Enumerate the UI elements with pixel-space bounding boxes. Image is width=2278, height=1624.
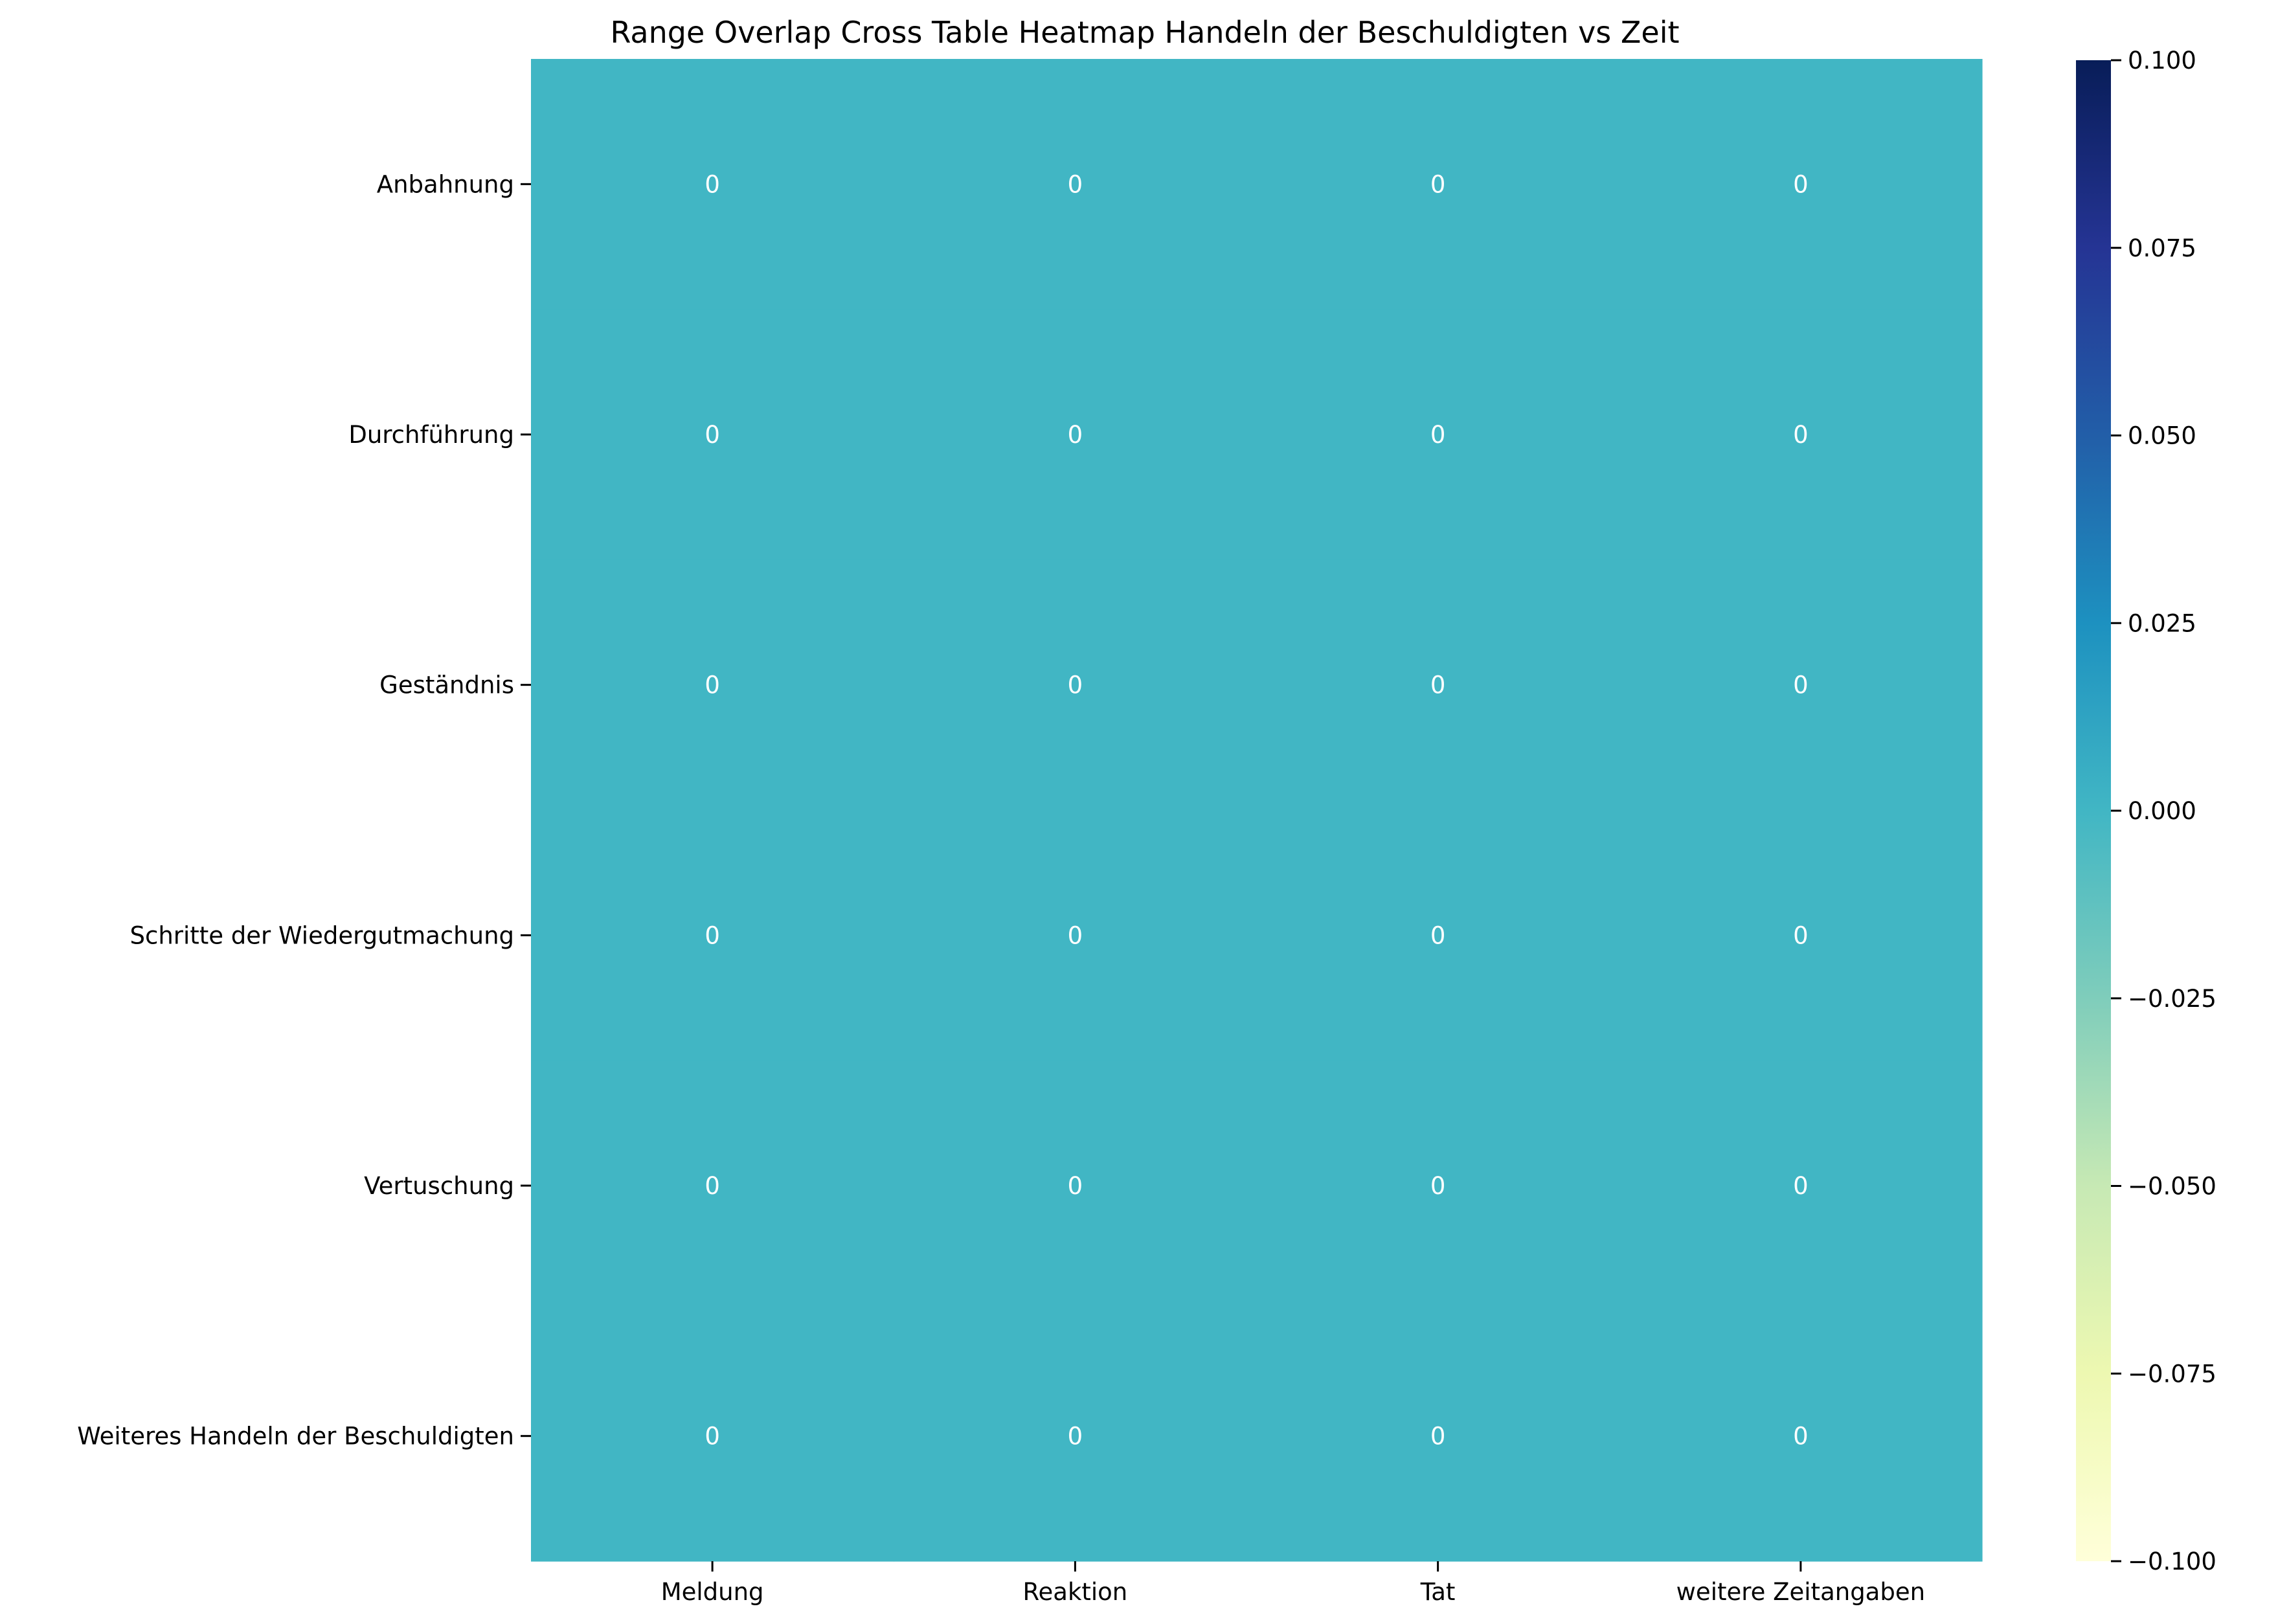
heatmap-cell-r5-c3 (1619, 1311, 1983, 1562)
cell-annotation-r5-c3: 0 (1793, 1423, 1809, 1450)
colorbar-tick-label: −0.100 (2128, 1548, 2216, 1575)
y-tick-label: Anbahnung (377, 170, 514, 198)
heatmap-cell-r4-c0 (531, 1060, 894, 1311)
cell-annotation-r3-c1: 0 (1068, 921, 1083, 949)
cell-annotation-r0-c1: 0 (1068, 170, 1083, 198)
heatmap-cell-r3-c2 (1256, 810, 1620, 1061)
heatmap-cell-r3-c1 (894, 810, 1257, 1061)
cell-annotation-r1-c1: 0 (1068, 421, 1083, 449)
cell-annotation-r0-c3: 0 (1793, 170, 1809, 198)
y-axis: Anbahnung Durchführung Geständnis Schritte … (77, 170, 531, 1450)
colorbar-tick-label: 0.000 (2128, 797, 2196, 825)
chart-title: Range Overlap Cross Table Heatmap Handel… (610, 15, 1679, 50)
colorbar-tick-label: −0.075 (2128, 1360, 2216, 1388)
x-axis: Meldung Reaktion Tat weitere Zeitangaben (661, 1561, 1925, 1606)
heatmap-cell-r1-c3 (1619, 309, 1983, 560)
y-tick-label: Weiteres Handeln der Beschuldigten (77, 1423, 514, 1450)
heatmap-cell-r5-c2 (1256, 1311, 1620, 1562)
cell-annotation-r1-c2: 0 (1430, 421, 1446, 449)
cell-annotation-r3-c0: 0 (705, 921, 720, 949)
colorbar-tick-label: 0.050 (2128, 422, 2196, 450)
cell-annotation-r2-c1: 0 (1068, 671, 1083, 699)
cell-annotations: 0 0 0 0 0 0 0 0 0 0 0 0 0 0 0 0 0 0 0 0 0 0 0 0 (705, 170, 1808, 1450)
x-tick-label: Reaktion (1022, 1578, 1127, 1606)
heatmap-cell-r0-c0 (531, 59, 894, 310)
cell-annotation-r1-c3: 0 (1793, 421, 1809, 449)
heatmap-cell-r0-c1 (894, 59, 1257, 310)
heatmap-cell-r2-c1 (894, 559, 1257, 811)
heatmap-cell-r4-c1 (894, 1060, 1257, 1311)
heatmap-cell-r1-c2 (1256, 309, 1620, 560)
cell-annotation-r5-c2: 0 (1430, 1423, 1446, 1450)
heatmap-cell-r5-c1 (894, 1311, 1257, 1562)
cell-annotation-r4-c0: 0 (705, 1172, 720, 1200)
colorbar-tick-label: −0.050 (2128, 1173, 2216, 1201)
heatmap-cell-r3-c0 (531, 810, 894, 1061)
heatmap-cell-r4-c3 (1619, 1060, 1983, 1311)
x-tick-label: Tat (1420, 1578, 1456, 1606)
colorbar-tick-label: −0.025 (2128, 985, 2216, 1013)
y-tick-label: Geständnis (379, 671, 514, 699)
cell-annotation-r5-c0: 0 (705, 1423, 720, 1450)
cell-annotation-r2-c3: 0 (1793, 671, 1809, 699)
cell-annotation-r2-c2: 0 (1430, 671, 1446, 699)
colorbar-tick-label: 0.025 (2128, 609, 2196, 637)
heatmap-cell-r2-c0 (531, 559, 894, 811)
cell-annotation-r5-c1: 0 (1068, 1423, 1083, 1450)
y-tick-label: Vertuschung (364, 1172, 514, 1200)
cell-annotation-r3-c3: 0 (1793, 921, 1809, 949)
cell-annotation-r4-c2: 0 (1430, 1172, 1446, 1200)
heatmap-cell-r4-c2 (1256, 1060, 1620, 1311)
heatmap-cell-r2-c2 (1256, 559, 1620, 811)
heatmap-cells (531, 59, 1983, 1562)
y-tick-label: Schritte der Wiedergutmachung (130, 921, 515, 949)
cell-annotation-r4-c3: 0 (1793, 1172, 1809, 1200)
colorbar: −0.100 −0.075 −0.050 −0.025 0.000 0.025 0.050 0… (2076, 47, 2216, 1575)
heatmap-cell-r1-c0 (531, 309, 894, 560)
x-tick-label: weitere Zeitangaben (1676, 1578, 1925, 1606)
heatmap-cell-r0-c3 (1619, 59, 1983, 310)
cell-annotation-r4-c1: 0 (1068, 1172, 1083, 1200)
x-tick-label: Meldung (661, 1578, 764, 1606)
cell-annotation-r3-c2: 0 (1430, 921, 1446, 949)
colorbar-tick-label: 0.100 (2128, 47, 2196, 74)
y-tick-label: Durchführung (348, 421, 514, 449)
colorbar-tick-label: 0.075 (2128, 234, 2196, 262)
cell-annotation-r0-c0: 0 (705, 170, 720, 198)
heatmap-cell-r1-c1 (894, 309, 1257, 560)
heatmap-cell-r0-c2 (1256, 59, 1620, 310)
heatmap-cell-r5-c0 (531, 1311, 894, 1562)
cell-annotation-r0-c2: 0 (1430, 170, 1446, 198)
cell-annotation-r1-c0: 0 (705, 421, 720, 449)
colorbar-gradient (2076, 60, 2111, 1561)
heatmap-cell-r3-c3 (1619, 810, 1983, 1061)
heatmap-cell-r2-c3 (1619, 559, 1983, 811)
cell-annotation-r2-c0: 0 (705, 671, 720, 699)
